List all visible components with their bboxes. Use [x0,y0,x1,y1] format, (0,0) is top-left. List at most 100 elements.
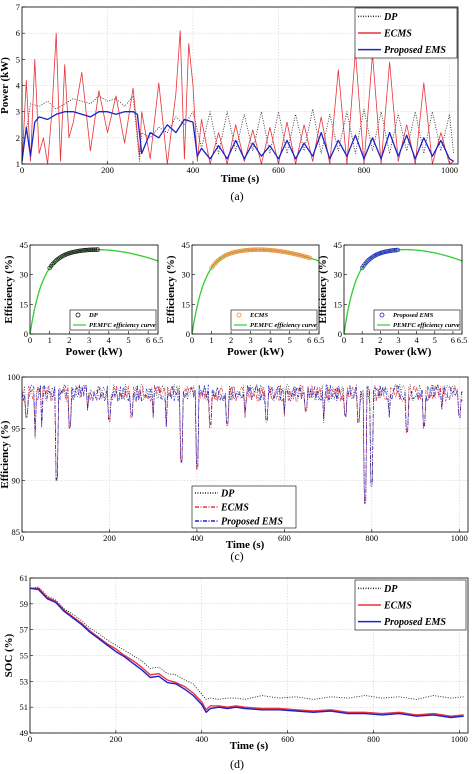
data-point [269,248,274,253]
x-tick-label: 1000 [441,165,458,175]
data-point [253,247,258,252]
y-axis-label: Efficiency (%) [317,255,329,323]
y-tick-label: 30 [20,270,29,280]
x-tick-label: 4 [414,335,419,345]
plot-frame [29,244,159,335]
legend-marker [236,312,242,318]
x-tick-label: 6 [307,335,311,345]
x-tick-label: 800 [365,533,378,543]
x-tick-label: 1 [48,335,52,345]
x-axis-label: Time (s) [230,740,269,752]
series-line-ecms [30,587,464,717]
x-tick-label: 6.5 [314,335,325,345]
data-point [84,247,90,253]
x-tick-label: 3 [248,335,252,345]
y-axis-label: Power (kW) [0,57,11,114]
y-tick-label: 1 [16,159,20,169]
x-tick-label: 600 [272,165,285,175]
panel-caption: (a) [230,189,243,203]
data-point [216,257,221,263]
y-tick-label: 57 [20,625,29,635]
y-tick-label: 45 [334,240,343,250]
y-tick-label: 7 [16,2,20,12]
x-tick-label: 200 [103,533,116,543]
data-point [261,247,266,252]
legend: DP ECMS Proposed EMS [354,7,458,59]
x-axis-label: Power (kW) [375,346,432,358]
data-point [366,257,371,263]
data-point [83,247,88,253]
chart-dcdc_eff: 0 200 400 600 800 1000 85 90 95 100 Time (s) Effici… [0,372,469,563]
x-tick-label: 0 [20,533,24,543]
data-point [249,247,254,253]
series-line-proposed-ems [21,111,455,162]
legend-label: DP [383,12,398,23]
data-point [214,259,220,264]
y-tick-label: 0 [24,329,28,339]
x-axis-label: Time (s) [226,539,265,551]
x-tick-label: 400 [191,533,204,543]
data-point [259,247,265,252]
x-tick-label: 2 [67,335,71,345]
y-tick-label: 55 [20,651,29,661]
x-tick-label: 1 [360,335,364,345]
legend-marker [75,312,81,318]
x-tick-label: 6.5 [153,335,164,345]
series-line-dp [21,383,464,504]
data-point [92,247,98,252]
data-point [79,248,84,253]
plot-frame [343,244,463,335]
data-point [53,259,58,264]
x-tick-label: 1 [209,335,213,345]
y-tick-label: 2 [16,133,20,143]
legend-box [230,309,318,331]
x-tick-label: 600 [278,533,291,543]
data-point [250,247,255,252]
data-point [264,247,269,253]
y-axis-label: SOC (%) [3,633,15,677]
y-tick-label: 49 [20,728,29,738]
x-tick-label: 0 [28,734,32,744]
data-point [90,247,95,252]
legend-label: Proposed EMS [384,45,446,56]
legend-box [373,309,461,331]
legend-label: ECMS [383,29,412,40]
legend: Proposed EMS PEMFC efficiency curve [373,309,461,331]
x-tick-label: 200 [101,165,114,175]
y-tick-label: 0 [338,329,342,339]
x-tick-label: 0 [342,335,346,345]
x-axis-label: Time (s) [221,173,260,185]
data-point [242,248,247,253]
y-tick-label: 30 [334,270,343,280]
data-point [257,247,262,252]
x-axis-label: Power (kW) [66,346,123,358]
data-point [365,259,370,264]
data-point [91,247,97,252]
data-point [258,247,263,252]
data-point [50,262,55,267]
y-tick-label: 90 [12,475,21,485]
legend-label: PEMFC efficiency curve [250,322,317,329]
x-tick-label: 800 [358,165,371,175]
data-point [251,247,257,252]
x-tick-label: 800 [367,734,380,744]
y-tick-label: 100 [7,372,20,382]
y-tick-label: 15 [20,299,29,309]
y-tick-label: 95 [12,424,21,434]
y-tick-label: 51 [20,702,29,712]
x-tick-label: 2 [378,335,382,345]
x-tick-label: 3 [87,335,91,345]
data-point [395,247,400,253]
data-point [270,248,276,253]
data-point [363,260,369,266]
x-tick-label: 6 [146,335,150,345]
x-tick-label: 200 [110,734,123,744]
y-tick-label: 3 [16,107,20,117]
x-tick-label: 1000 [451,533,468,543]
data-point [272,248,277,253]
y-axis-label: Efficiency (%) [165,255,177,323]
